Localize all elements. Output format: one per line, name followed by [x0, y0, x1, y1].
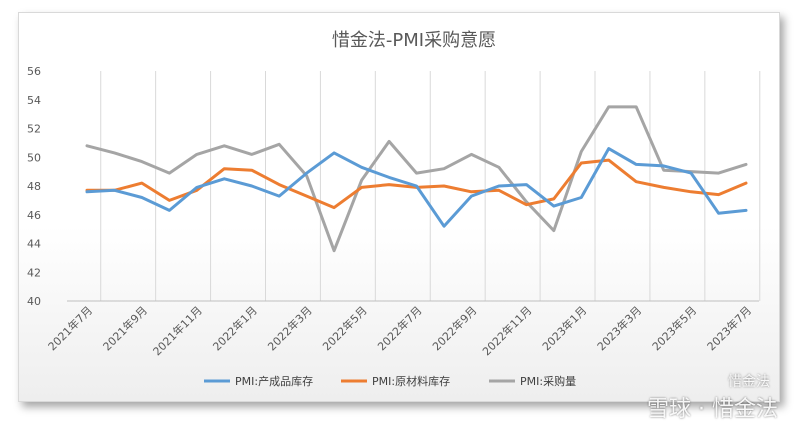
series-line-1 [85, 147, 748, 228]
chart-title: 惜金法-PMI采购意愿 [332, 30, 496, 51]
legend-label: PMI:原材料库存 [372, 374, 450, 388]
y-tick-label: 42 [27, 266, 41, 279]
y-tick-label: 46 [27, 209, 41, 222]
x-tick-label: 2022年9月 [429, 303, 479, 353]
y-tick-label: 54 [27, 94, 41, 107]
y-tick-label: 52 [27, 123, 41, 136]
series-line-2 [85, 158, 748, 210]
legend-label: PMI:采购量 [520, 374, 576, 388]
y-tick-label: 50 [27, 151, 41, 164]
x-tick-label: 2023年7月 [704, 303, 754, 353]
y-tick-label: 44 [27, 238, 41, 251]
chart-card: 惜金法-PMI采购意愿 40 42 44 46 48 50 52 54 56 2021年7月 202… [18, 12, 780, 402]
x-tick-label: 2023年3月 [594, 303, 644, 353]
x-tick-label: 2021年9月 [100, 303, 150, 353]
x-tick-label: 2021年7月 [45, 303, 95, 353]
x-tick-label: 2023年5月 [649, 303, 699, 353]
series-line-3 [85, 105, 748, 253]
x-tick-label: 2023年1月 [539, 303, 589, 353]
x-tick-label: 2022年3月 [265, 303, 315, 353]
y-tick-label: 40 [27, 295, 41, 308]
x-tick-label: 2021年11月 [150, 303, 205, 358]
x-tick-label: 2022年5月 [320, 303, 370, 353]
y-tick-label: 48 [27, 180, 41, 193]
watermark-small-text: 惜金法 [728, 374, 770, 390]
watermark-text: 雪球 · 惜金法 [647, 397, 778, 422]
legend-label: PMI:产成品库存 [235, 374, 313, 388]
x-tick-label: 2022年1月 [210, 303, 260, 353]
y-tick-label: 56 [27, 65, 41, 78]
x-tick-label: 2022年11月 [479, 303, 534, 358]
x-tick-label: 2022年7月 [374, 303, 424, 353]
